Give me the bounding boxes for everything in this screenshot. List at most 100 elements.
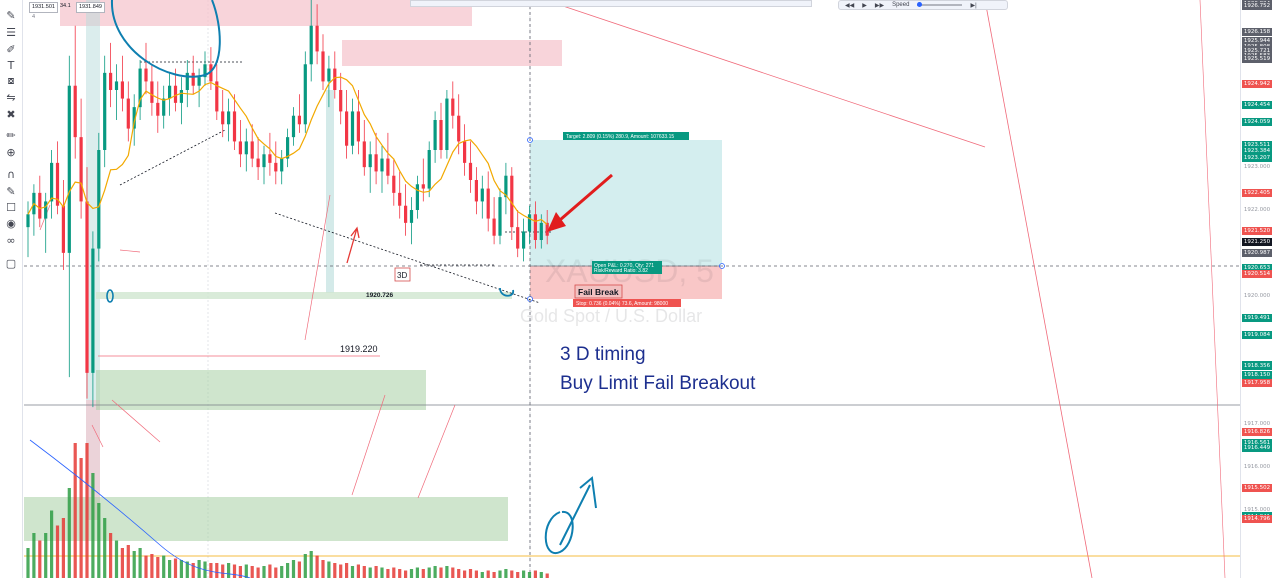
candle-body: [286, 137, 290, 159]
volume-bar: [221, 564, 225, 578]
level-label-1919: 1919.220: [340, 344, 378, 354]
volume-bar: [44, 533, 48, 578]
pitchfork-icon[interactable]: ✐: [6, 42, 16, 56]
step-back-icon[interactable]: ◀◀: [845, 2, 855, 9]
volume-bar: [114, 540, 119, 578]
play-icon[interactable]: ▶: [862, 2, 867, 9]
price-axis-label: 1925.519: [1242, 55, 1272, 64]
demand-zone-1: [96, 370, 426, 410]
zoom-icon[interactable]: ⊕: [6, 145, 16, 159]
volume-bar: [61, 518, 65, 578]
candle-body: [350, 111, 355, 146]
volume-bar: [132, 551, 136, 578]
candle-body: [327, 68, 331, 82]
hand-drawn-up-sign: [544, 476, 597, 555]
price-axis-label: 1926.158: [1242, 27, 1272, 36]
arrow-annotations: [39, 194, 456, 499]
candle-body: [73, 85, 77, 138]
target-zone: [530, 140, 722, 266]
price-axis-label: 1918.356: [1242, 362, 1272, 371]
trash-icon[interactable]: ▢: [5, 256, 17, 270]
volume-bar: [409, 569, 414, 578]
candle-body: [250, 141, 254, 159]
candle-body: [162, 98, 166, 116]
candle-body: [103, 72, 107, 150]
magnet-icon[interactable]: ∩: [6, 167, 16, 181]
step-forward-icon[interactable]: ▶▶: [874, 2, 885, 9]
volume-bar: [522, 570, 526, 578]
price-axis-label: 1920.000: [1243, 292, 1271, 299]
blue-mark-fail: [499, 287, 514, 297]
volume-bar: [286, 563, 290, 578]
candle-body: [280, 158, 284, 172]
link-icon[interactable]: ∞: [6, 233, 16, 247]
price-axis-label: 1919.084: [1242, 330, 1272, 339]
candle-body: [256, 158, 260, 168]
volume-bar: [527, 572, 532, 578]
moving-average-line: [27, 76, 548, 225]
volume-bar: [498, 570, 502, 578]
prediction-icon[interactable]: ⇋: [6, 90, 16, 104]
text-icon[interactable]: T: [7, 58, 15, 72]
price-axis-label: 1923.384: [1242, 146, 1272, 155]
eye-icon[interactable]: ◉: [6, 216, 16, 230]
speed-slider[interactable]: [917, 2, 963, 7]
volume-bar: [168, 560, 172, 578]
volume-bar: [510, 570, 514, 578]
drawing-top-toolbar[interactable]: [410, 0, 812, 7]
remove-icon[interactable]: ✖: [6, 107, 16, 121]
candle-body: [362, 141, 366, 168]
pattern-icon[interactable]: ⧇: [7, 74, 15, 87]
ohlc-box-2: 1931.849: [76, 2, 105, 13]
price-axis-label: 1923.511: [1242, 141, 1272, 150]
price-axis-label: 1922.000: [1243, 207, 1271, 213]
candle-body: [356, 111, 360, 142]
price-axis-label: 1915.502: [1242, 484, 1272, 493]
candle-body: [227, 111, 231, 125]
candle-body: [486, 188, 490, 219]
candle-body: [392, 175, 396, 193]
lock-drawing-icon[interactable]: ✎: [6, 184, 16, 198]
price-axis-label: 1921.250: [1242, 238, 1272, 247]
candle-body: [274, 162, 278, 172]
jump-to-real-time-icon[interactable]: ▶|: [970, 2, 977, 9]
volume-bar: [150, 554, 154, 578]
candle-body: [126, 98, 130, 129]
watermark-name: Gold Spot / U.S. Dollar: [520, 306, 702, 326]
volume-bar: [486, 570, 490, 578]
volume-bar: [50, 510, 54, 578]
candle-body: [545, 222, 549, 236]
replay-playback-bar[interactable]: ◀◀ ▶ ▶▶ Speed ▶|: [838, 0, 1008, 10]
volume-bar: [274, 567, 278, 578]
volume-bar: [244, 564, 248, 578]
price-axis[interactable]: [1240, 0, 1280, 578]
fail-break-box: [574, 284, 623, 299]
trend-line-red-3: [1199, 0, 1226, 578]
candle-body: [374, 154, 378, 172]
ruler-icon[interactable]: ✏: [6, 128, 16, 142]
crosshair-icon[interactable]: ✎: [6, 8, 16, 22]
volume-bar: [55, 525, 60, 578]
candle-body: [44, 201, 48, 219]
candle-body: [61, 205, 65, 253]
fail-break-label: Fail Break: [578, 287, 619, 297]
open-pl-box: [592, 261, 662, 274]
volume-bar: [297, 561, 301, 578]
volume-bar: [457, 569, 461, 578]
trend-line-icon[interactable]: ☰: [6, 25, 16, 39]
candle-body: [427, 150, 431, 189]
left-drawing-toolbar: ✎ ☰ ✐ T ⧇ ⇋ ✖ ✏ ⊕ ∩ ✎ ☐ ◉ ∞ ▢: [0, 0, 23, 578]
volume-bar: [32, 533, 36, 578]
lock-icon[interactable]: ☐: [6, 200, 16, 214]
supply-zone-2: [342, 40, 562, 66]
trend-line-red-1: [559, 4, 986, 148]
price-axis-label: 1917.000: [1243, 421, 1271, 428]
trend-line-dotted-2: [119, 129, 226, 186]
candle-body: [474, 180, 478, 202]
volume-bar: [380, 567, 384, 578]
chart-grid: [207, 0, 531, 578]
volume-bar: [339, 564, 343, 578]
volume-bar: [492, 572, 496, 578]
target-label: Target: 2.809 (0.15%) 280.9, Amount: 107…: [566, 134, 674, 140]
